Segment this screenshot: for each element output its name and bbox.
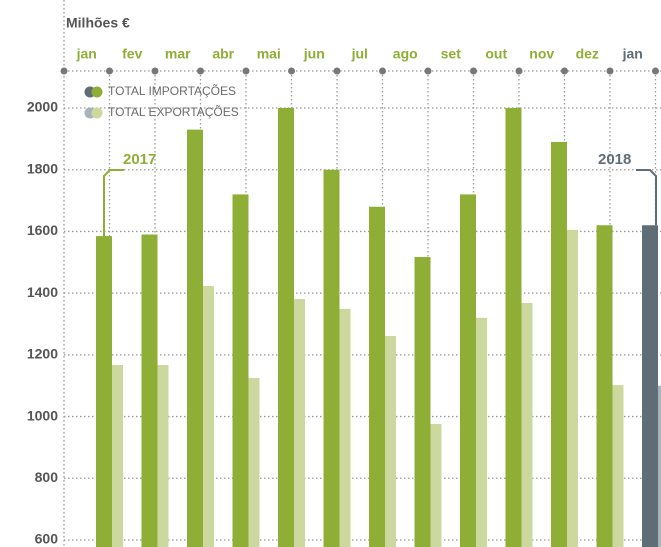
month-label: jul — [351, 46, 368, 62]
y-tick-label: 1600 — [27, 222, 58, 238]
import-bar — [596, 225, 613, 547]
divider-dot — [652, 67, 659, 75]
y-axis-label: Milhões € — [66, 15, 130, 31]
divider-dot — [151, 67, 159, 75]
import-bar — [323, 169, 340, 547]
import-bar — [460, 194, 476, 547]
divider-dot — [379, 67, 386, 75]
y-tick-label: 1000 — [27, 407, 58, 423]
y-tick-label: 1200 — [27, 346, 58, 362]
divider-dot — [333, 67, 341, 75]
month-label: nov — [529, 46, 554, 62]
month-label: dez — [576, 46, 599, 62]
divider-dot — [515, 67, 523, 75]
divider-dot — [424, 67, 432, 75]
import-bar — [278, 108, 294, 547]
import-bar — [505, 108, 522, 547]
divider-dot — [288, 67, 295, 75]
month-label: out — [485, 46, 507, 62]
import-bar — [187, 129, 203, 547]
import-bar — [414, 257, 431, 547]
month-label: set — [441, 46, 462, 62]
annotation: 2018 — [598, 151, 631, 168]
legend-label: TOTAL EXPORTAÇÕES — [108, 104, 239, 119]
divider-dot — [106, 67, 113, 75]
divider-dot — [60, 67, 68, 75]
legend-icon — [91, 107, 103, 119]
import-bar — [369, 206, 385, 547]
annotation: 2017 — [123, 151, 156, 168]
month-label: jan — [76, 46, 97, 62]
import-bar — [141, 234, 158, 547]
y-tick-label: 1800 — [27, 160, 58, 176]
month-label: mai — [257, 46, 281, 62]
import-bar — [232, 194, 249, 547]
annotation-bracket — [103, 169, 124, 237]
y-tick-label: 1400 — [27, 284, 58, 300]
divider-dot — [561, 67, 568, 75]
import-bar — [642, 225, 658, 547]
legend-label: TOTAL IMPORTAÇÕES — [108, 83, 236, 98]
month-label: abr — [212, 46, 234, 62]
divider-dot — [242, 67, 250, 75]
annotation-bracket — [636, 169, 657, 226]
import-bar — [96, 236, 112, 547]
y-tick-label: 600 — [35, 531, 59, 547]
y-tick-label: 2000 — [27, 99, 58, 115]
divider-dot — [197, 67, 204, 75]
month-label: jan — [622, 46, 643, 62]
month-label: fev — [122, 46, 142, 62]
divider-dot — [606, 67, 614, 75]
month-label: ago — [393, 46, 418, 62]
legend-icon — [91, 86, 103, 98]
y-tick-label: 800 — [35, 469, 59, 485]
import-bar — [551, 141, 567, 547]
month-label: jun — [303, 46, 325, 62]
month-label: mar — [165, 46, 191, 62]
divider-dot — [470, 67, 477, 75]
